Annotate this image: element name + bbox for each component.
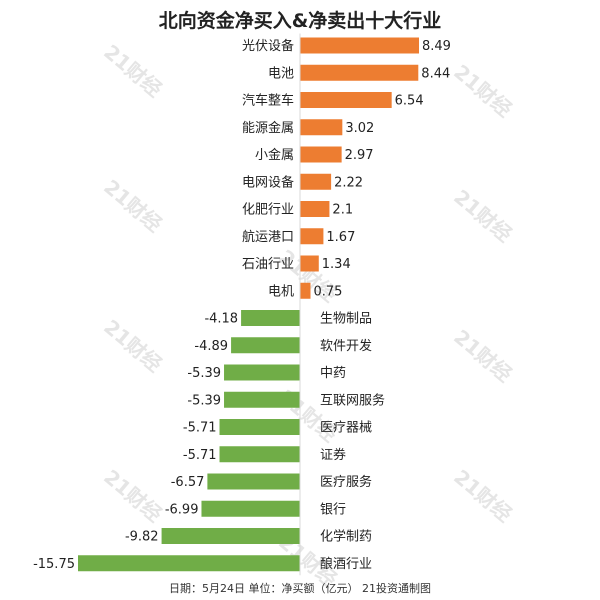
value-label: 0.75: [314, 284, 343, 299]
value-label: 8.44: [421, 66, 450, 81]
category-label: 能源金属: [242, 120, 294, 136]
category-label: 软件开发: [320, 338, 372, 354]
value-label: -6.57: [171, 475, 205, 490]
category-label: 光伏设备: [242, 38, 294, 54]
bar: [300, 201, 330, 217]
value-label: -4.18: [204, 312, 238, 327]
bar: [300, 255, 319, 272]
bar: [300, 64, 419, 81]
bar: [219, 419, 300, 435]
value-label: 2.1: [332, 203, 353, 218]
value-label: -5.71: [183, 421, 217, 436]
bar: [201, 500, 300, 517]
bar: [300, 119, 343, 136]
category-label: 电网设备: [242, 174, 294, 190]
bar: [300, 37, 419, 54]
value-label: -5.39: [187, 393, 221, 408]
category-label: 酿酒行业: [320, 556, 372, 572]
category-label: 化学制药: [320, 529, 372, 545]
category-label: 银行: [320, 502, 346, 517]
category-label: 医疗器械: [320, 421, 372, 436]
bar: [231, 337, 300, 354]
chart-footer: 日期：5月24日 单位：净买额（亿元） 21投资通制图: [169, 582, 431, 595]
bar: [241, 310, 300, 326]
bar: [161, 528, 300, 544]
bar: [78, 555, 300, 572]
category-label: 小金属: [255, 147, 294, 163]
value-label: 2.22: [334, 175, 363, 190]
bar: [219, 446, 300, 463]
value-label: -4.89: [194, 339, 228, 354]
value-label: 8.49: [422, 39, 451, 54]
chart-title: 北向资金净买入&净卖出十大行业: [158, 10, 442, 32]
category-label: 证券: [320, 447, 346, 463]
category-label: 石油行业: [242, 257, 294, 272]
value-label: 1.67: [326, 230, 355, 245]
category-label: 电机: [268, 284, 294, 299]
value-label: 1.34: [322, 257, 351, 272]
value-label: -9.82: [125, 530, 159, 545]
category-label: 电池: [268, 66, 294, 81]
value-label: -6.99: [165, 502, 199, 517]
category-label: 中药: [320, 366, 346, 381]
value-label: 2.97: [345, 148, 374, 163]
value-label: 3.02: [345, 121, 374, 136]
value-label: -15.75: [33, 557, 75, 572]
bar: [300, 92, 392, 108]
bar: [300, 146, 342, 163]
bar: [207, 473, 300, 490]
bar: [224, 391, 300, 408]
category-label: 化肥行业: [242, 203, 294, 218]
value-label: -5.71: [183, 448, 217, 463]
value-label: -5.39: [187, 366, 221, 381]
category-label: 生物制品: [320, 312, 372, 327]
value-label: 6.54: [395, 94, 424, 109]
category-label: 医疗服务: [320, 474, 372, 490]
category-label: 航运港口: [242, 229, 294, 245]
bar: [300, 173, 332, 190]
bar: [300, 228, 324, 245]
category-label: 互联网服务: [320, 392, 385, 408]
category-label: 汽车整车: [242, 93, 294, 109]
bar: [300, 282, 311, 299]
bar: [224, 364, 300, 381]
